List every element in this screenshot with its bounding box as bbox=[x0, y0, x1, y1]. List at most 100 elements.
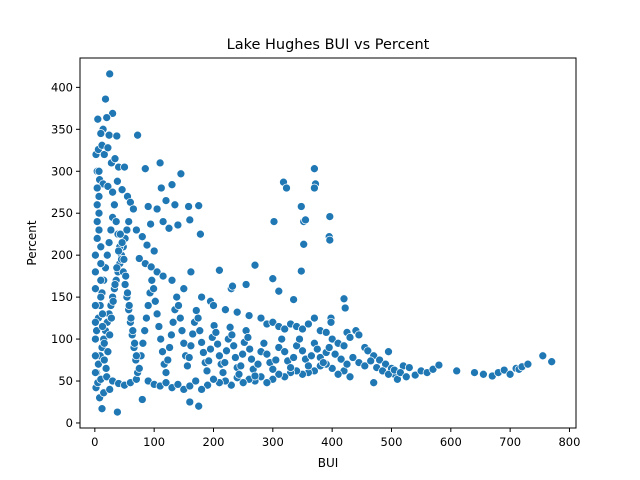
data-point bbox=[103, 182, 113, 191]
data-point bbox=[124, 301, 134, 310]
data-point bbox=[105, 330, 115, 340]
data-point bbox=[434, 360, 444, 370]
data-point bbox=[142, 240, 152, 250]
data-point bbox=[336, 354, 346, 364]
data-point bbox=[102, 372, 112, 382]
data-point bbox=[274, 369, 284, 379]
data-point bbox=[133, 130, 142, 140]
x-tick-label: 0 bbox=[91, 435, 98, 449]
data-point bbox=[243, 333, 253, 342]
y-tick-label: 250 bbox=[51, 206, 73, 220]
data-point bbox=[91, 334, 100, 344]
data-point bbox=[134, 364, 144, 373]
data-point bbox=[147, 275, 157, 285]
data-point bbox=[140, 164, 150, 174]
data-point bbox=[177, 326, 187, 336]
data-point bbox=[369, 378, 379, 388]
data-point bbox=[342, 359, 352, 369]
x-tick-label: 800 bbox=[558, 435, 580, 449]
data-point bbox=[149, 246, 159, 256]
data-point bbox=[339, 341, 349, 351]
data-point bbox=[289, 353, 298, 362]
data-point bbox=[324, 343, 334, 352]
data-point bbox=[102, 250, 112, 260]
data-point bbox=[158, 217, 168, 226]
data-point bbox=[410, 370, 420, 380]
data-point bbox=[110, 280, 120, 289]
data-point bbox=[91, 250, 100, 260]
data-point bbox=[108, 109, 117, 118]
x-tick-label: 700 bbox=[499, 435, 521, 449]
data-point bbox=[91, 368, 100, 377]
x-tick-label: 100 bbox=[143, 435, 165, 449]
data-point bbox=[209, 301, 218, 310]
data-point bbox=[499, 365, 509, 375]
data-point bbox=[104, 238, 114, 247]
data-point bbox=[228, 281, 237, 291]
data-point bbox=[92, 234, 102, 243]
data-point bbox=[167, 275, 177, 285]
data-point bbox=[245, 344, 255, 354]
data-point bbox=[96, 129, 106, 138]
data-point bbox=[98, 322, 107, 331]
data-point bbox=[137, 395, 147, 404]
data-point bbox=[229, 341, 239, 351]
data-point bbox=[220, 358, 230, 367]
data-point bbox=[101, 94, 110, 104]
data-point bbox=[91, 284, 100, 294]
y-axis-label: Percent bbox=[25, 220, 39, 265]
y-tick-label: 0 bbox=[66, 416, 73, 430]
data-point bbox=[327, 364, 337, 373]
data-point bbox=[134, 254, 144, 263]
y-tick-label: 300 bbox=[51, 164, 73, 178]
data-point bbox=[396, 368, 405, 377]
data-point bbox=[404, 363, 414, 372]
data-point bbox=[375, 355, 384, 365]
data-point bbox=[142, 313, 151, 323]
data-point bbox=[165, 343, 174, 352]
data-point bbox=[186, 341, 196, 351]
data-point bbox=[156, 334, 166, 344]
data-point bbox=[155, 158, 165, 168]
data-point bbox=[196, 229, 205, 239]
data-point bbox=[99, 338, 109, 348]
data-point bbox=[256, 313, 266, 323]
data-point bbox=[120, 280, 130, 289]
data-point bbox=[117, 238, 127, 247]
data-point bbox=[340, 303, 350, 313]
x-axis-ticks: 0 100 200 300 400 500 600 700 800 bbox=[91, 428, 580, 449]
data-point bbox=[117, 185, 127, 195]
data-point bbox=[105, 385, 115, 394]
data-point bbox=[547, 357, 557, 367]
data-point bbox=[206, 344, 215, 354]
data-point bbox=[310, 183, 319, 193]
data-point bbox=[173, 380, 183, 389]
data-point bbox=[222, 346, 231, 356]
data-point bbox=[114, 246, 123, 256]
data-point bbox=[325, 212, 335, 221]
data-point bbox=[107, 313, 116, 323]
data-point bbox=[366, 356, 376, 366]
data-point bbox=[108, 296, 118, 306]
data-point bbox=[150, 296, 160, 306]
data-point bbox=[262, 378, 272, 388]
data-point bbox=[227, 330, 237, 340]
data-point bbox=[184, 353, 194, 362]
data-point bbox=[99, 355, 109, 365]
data-point bbox=[152, 267, 162, 277]
data-point bbox=[203, 380, 212, 390]
data-point bbox=[195, 326, 205, 336]
data-point bbox=[274, 286, 284, 296]
data-point bbox=[479, 369, 488, 379]
data-point bbox=[94, 166, 104, 176]
data-point bbox=[110, 200, 119, 210]
data-point bbox=[185, 381, 195, 391]
data-point bbox=[96, 242, 106, 252]
data-point bbox=[92, 217, 102, 226]
data-point bbox=[96, 259, 106, 268]
data-point bbox=[92, 326, 101, 336]
data-point bbox=[174, 301, 183, 310]
data-point bbox=[401, 372, 411, 382]
data-point bbox=[354, 330, 364, 340]
